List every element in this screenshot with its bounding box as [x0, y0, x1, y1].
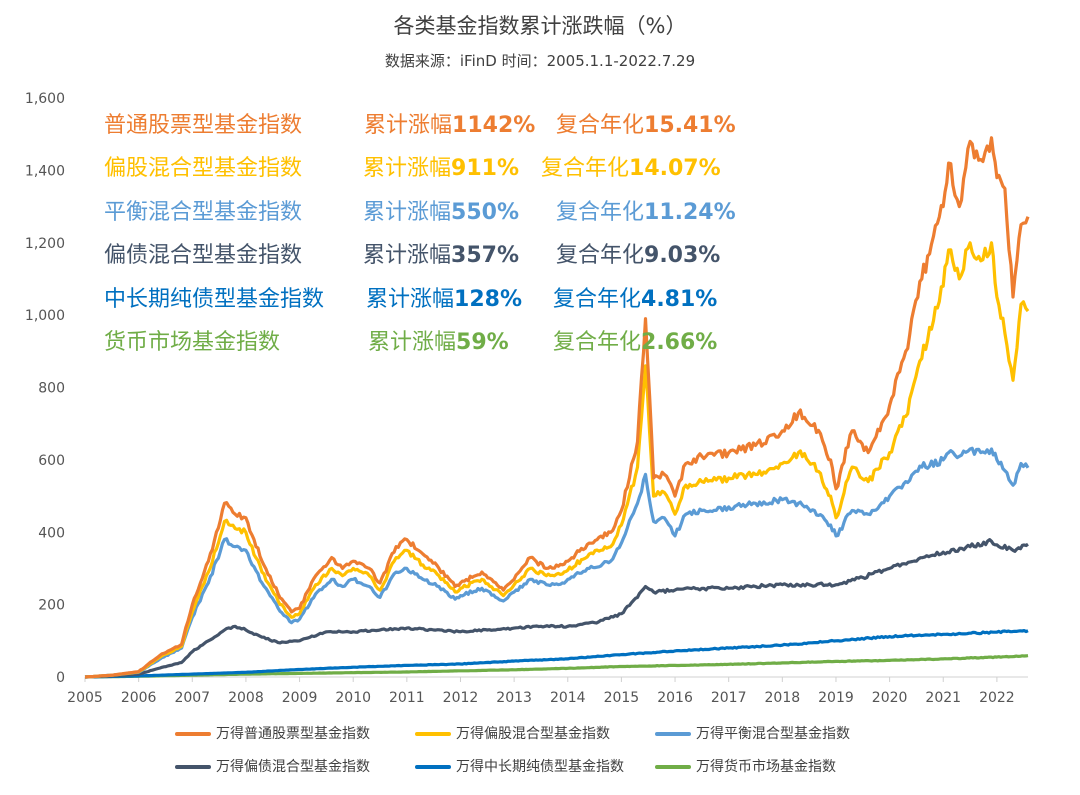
legend-swatch — [655, 732, 691, 736]
x-tick-label: 2019 — [818, 690, 854, 706]
annotation-cagr-prefix: 复合年化 — [556, 243, 645, 268]
x-tick-label: 2020 — [872, 690, 908, 706]
x-tick-label: 2022 — [979, 690, 1015, 706]
annotation-total: 累计涨幅128% — [366, 281, 522, 313]
x-tick-label: 2010 — [335, 690, 371, 706]
y-tick-label: 600 — [38, 453, 65, 469]
y-tick-label: 1,400 — [25, 163, 65, 179]
annotation-cagr-value: 15.41% — [644, 113, 736, 138]
legend-item: 万得平衡混合型基金指数 — [655, 723, 850, 743]
annotation-total-prefix: 累计涨幅 — [363, 156, 452, 181]
y-tick-label: 400 — [38, 525, 65, 541]
annotation-total-prefix: 累计涨幅 — [368, 330, 457, 355]
annotation-total: 累计涨幅357% — [363, 237, 519, 269]
annotation-total-value: 128% — [454, 287, 522, 312]
annotation-total-prefix: 累计涨幅 — [364, 113, 453, 138]
legend-label: 万得平衡混合型基金指数 — [696, 726, 850, 742]
x-tick-label: 2016 — [657, 690, 693, 706]
annotation-label: 普通股票型基金指数 — [104, 113, 303, 138]
annotation-cagr: 复合年化15.41% — [556, 107, 736, 139]
annotation-cagr: 复合年化9.03% — [556, 237, 720, 269]
annotation-total-prefix: 累计涨幅 — [363, 243, 452, 268]
annotation-total-value: 59% — [456, 330, 509, 355]
x-tick-label: 2014 — [550, 690, 586, 706]
x-tick-label: 2008 — [228, 690, 264, 706]
legend-item: 万得中长期纯债型基金指数 — [415, 756, 624, 776]
legend-label: 万得货币市场基金指数 — [696, 759, 836, 775]
annotation-label: 偏股混合型基金指数 — [104, 156, 303, 181]
series-line-2 — [84, 241, 1030, 679]
annotation-cagr-value: 11.24% — [644, 200, 736, 225]
series-line-6 — [85, 654, 1029, 679]
annotation-total-value: 911% — [451, 156, 519, 181]
x-tick-label: 2007 — [174, 690, 210, 706]
y-tick-label: 200 — [38, 598, 65, 614]
annotation-cagr-prefix: 复合年化 — [541, 156, 630, 181]
annotation-cagr: 复合年化11.24% — [556, 194, 736, 226]
y-tick-label: 1,000 — [25, 308, 65, 324]
annotation-total: 累计涨幅1142% — [364, 107, 535, 139]
annotation-label: 中长期纯债型基金指数 — [104, 287, 325, 312]
annotation-label: 平衡混合型基金指数 — [104, 200, 303, 225]
annotation-label: 货币市场基金指数 — [104, 330, 281, 355]
annotation-total: 累计涨幅911% — [363, 150, 519, 182]
annotation-total-prefix: 累计涨幅 — [363, 200, 452, 225]
legend-swatch — [655, 765, 691, 769]
y-tick-label: 1,600 — [25, 91, 65, 107]
annotation-cagr-prefix: 复合年化 — [556, 113, 645, 138]
chart-subtitle: 数据来源：iFinD 时间：2005.1.1-2022.7.29 — [384, 52, 696, 70]
x-tick-label: 2017 — [711, 690, 747, 706]
series-line-1 — [84, 136, 1030, 679]
y-tick-label: 1,200 — [25, 236, 65, 252]
annotation-cagr-value: 14.07% — [629, 156, 721, 181]
annotation-cagr-prefix: 复合年化 — [553, 287, 642, 312]
legend-label: 万得普通股票型基金指数 — [216, 726, 370, 742]
y-tick-label: 800 — [38, 381, 65, 397]
annotation-cagr-value: 2.66% — [641, 330, 718, 355]
annotation-cagr: 复合年化4.81% — [553, 281, 717, 313]
legend-swatch — [175, 732, 211, 736]
x-tick-label: 2006 — [121, 690, 157, 706]
legend-label: 万得中长期纯债型基金指数 — [456, 759, 624, 775]
x-tick-label: 2015 — [604, 690, 640, 706]
legend-swatch — [175, 765, 211, 769]
legend-item: 万得偏股混合型基金指数 — [415, 723, 610, 743]
annotation-cagr-value: 4.81% — [641, 287, 718, 312]
legend-item: 万得普通股票型基金指数 — [175, 723, 370, 743]
x-tick-label: 2018 — [765, 690, 801, 706]
annotation-total-value: 1142% — [452, 113, 536, 138]
legend-label: 万得偏债混合型基金指数 — [216, 759, 370, 775]
annotation-cagr-prefix: 复合年化 — [553, 330, 642, 355]
x-tick-label: 2009 — [282, 690, 318, 706]
annotation-label: 偏债混合型基金指数 — [104, 243, 303, 268]
legend-item: 万得货币市场基金指数 — [655, 756, 836, 776]
annotation-total-value: 550% — [451, 200, 519, 225]
annotation-total-value: 357% — [451, 243, 519, 268]
annotation-total-prefix: 累计涨幅 — [366, 287, 455, 312]
annotation-cagr: 复合年化2.66% — [553, 324, 717, 356]
x-tick-label: 2013 — [496, 690, 532, 706]
x-tick-label: 2005 — [67, 690, 103, 706]
annotation-cagr-value: 9.03% — [644, 243, 721, 268]
annotation-total: 累计涨幅59% — [368, 324, 509, 356]
series-line-4 — [84, 538, 1029, 679]
x-tick-label: 2011 — [389, 690, 425, 706]
x-tick-label: 2012 — [443, 690, 479, 706]
annotation-cagr: 复合年化14.07% — [541, 150, 721, 182]
legend-item: 万得偏债混合型基金指数 — [175, 756, 370, 776]
legend-label: 万得偏股混合型基金指数 — [456, 726, 610, 742]
y-tick-label: 0 — [56, 670, 65, 686]
series-line-5 — [85, 629, 1029, 679]
legend-swatch — [415, 732, 451, 736]
annotation-total: 累计涨幅550% — [363, 194, 519, 226]
annotation-cagr-prefix: 复合年化 — [556, 200, 645, 225]
chart-title: 各类基金指数累计涨跌幅（%） — [393, 14, 687, 38]
x-tick-label: 2021 — [925, 690, 961, 706]
legend-swatch — [415, 765, 451, 769]
series-line-3 — [84, 446, 1030, 679]
